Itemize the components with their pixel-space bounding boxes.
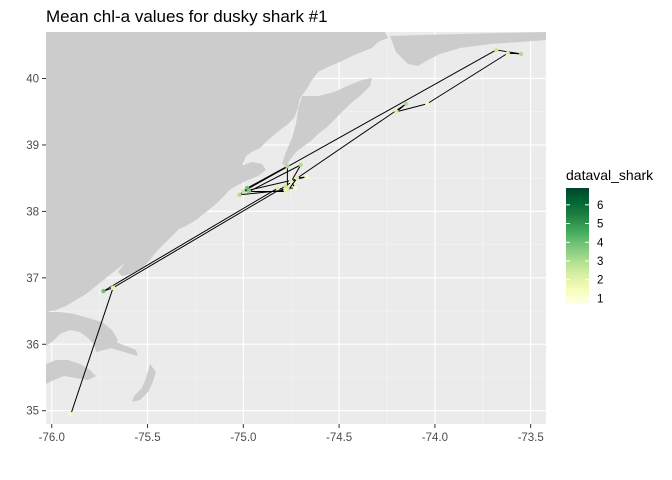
legend-colorbar — [566, 188, 589, 304]
track-point — [275, 185, 281, 191]
new-jersey-shore — [282, 78, 372, 166]
legend-title: dataval_shark — [566, 167, 654, 183]
track-point — [518, 51, 524, 57]
chart-title: Mean chl-a values for dusky shark #1 — [46, 7, 328, 26]
track-segment — [112, 185, 286, 289]
track-point — [101, 288, 106, 294]
y-tick-label: 38 — [26, 206, 39, 218]
track-point — [110, 285, 116, 290]
y-axis: 35 36 37 38 39 40 — [26, 74, 46, 418]
legend-label: 6 — [597, 200, 603, 212]
y-tick-label: 35 — [26, 406, 39, 418]
track-point — [493, 47, 499, 53]
y-tick-label: 36 — [26, 339, 39, 351]
track-segment — [396, 103, 428, 113]
legend: dataval_shark 1 2 3 4 5 6 — [566, 167, 654, 305]
track-point — [285, 189, 290, 194]
track-point — [394, 109, 399, 114]
x-tick-label: -73.5 — [518, 432, 544, 444]
track-segment — [426, 52, 508, 105]
x-tick-label: -76.0 — [39, 432, 65, 444]
track-segment — [290, 164, 302, 182]
legend-label: 5 — [597, 219, 603, 231]
x-tick-label: -75.0 — [230, 432, 256, 444]
mainland-coast — [46, 32, 388, 312]
x-tick-label: -75.5 — [134, 432, 160, 444]
track-segment — [70, 287, 114, 415]
track-point — [294, 175, 300, 181]
pamlico-shore — [46, 360, 96, 384]
x-axis: -76.0 -75.5 -75.0 -74.5 -74.0 -73.5 — [39, 424, 544, 444]
track-point — [425, 101, 430, 106]
x-tick-label: -74.0 — [422, 432, 448, 444]
land-masses — [46, 32, 546, 402]
legend-label: 4 — [597, 237, 604, 249]
track-point — [244, 185, 250, 191]
legend-label: 1 — [597, 293, 603, 305]
y-tick-label: 40 — [26, 74, 39, 86]
track-point — [283, 183, 288, 189]
x-tick-label: -74.5 — [326, 432, 352, 444]
y-tick-label: 39 — [26, 140, 39, 152]
track-segment — [285, 103, 407, 187]
track-point — [304, 174, 309, 180]
track-segment — [246, 165, 288, 189]
legend-ticks: 1 2 3 4 5 6 — [566, 200, 604, 305]
track-point — [403, 101, 409, 106]
track-segment — [248, 164, 302, 192]
track-segment — [507, 52, 522, 55]
track-point — [298, 162, 303, 168]
track-point — [237, 192, 242, 197]
track-point — [246, 189, 252, 194]
track-point — [289, 179, 294, 184]
legend-label: 3 — [597, 256, 603, 268]
track-point — [292, 185, 298, 191]
y-tick-label: 37 — [26, 273, 39, 285]
track-point — [241, 189, 246, 194]
track-point — [505, 51, 510, 56]
track-point — [68, 411, 74, 417]
shark-points — [68, 47, 524, 417]
long-island — [390, 32, 546, 66]
legend-label: 2 — [597, 275, 603, 287]
track-segment — [243, 49, 497, 192]
delmarva-peninsula — [118, 162, 266, 276]
outer-banks — [132, 364, 156, 402]
track-point — [285, 164, 290, 169]
barrier-islands — [84, 330, 138, 356]
track-segment — [103, 187, 279, 292]
